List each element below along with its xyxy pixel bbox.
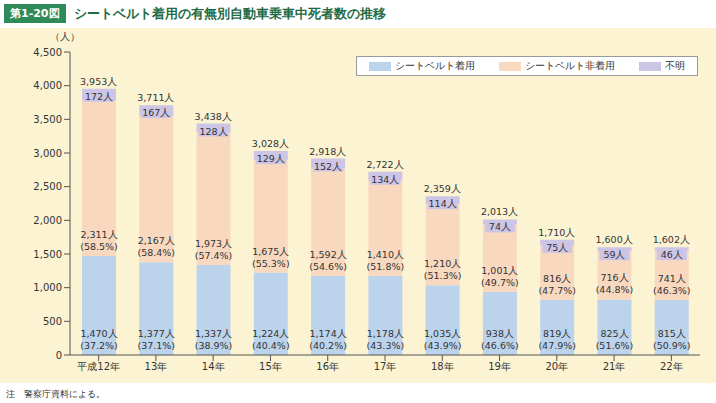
svg-text:3,711人: 3,711人 [137, 92, 174, 103]
svg-text:46人: 46人 [661, 249, 683, 260]
svg-text:819人: 819人 [543, 328, 571, 339]
svg-text:1,224人: 1,224人 [252, 328, 289, 339]
svg-text:3,000: 3,000 [33, 148, 62, 159]
svg-text:(51.6%): (51.6%) [596, 340, 634, 351]
svg-text:152人: 152人 [314, 161, 342, 172]
svg-text:平成12年: 平成12年 [77, 361, 120, 372]
html-text:注 警察庁資料による。: 注 警察庁資料による。 [6, 389, 105, 399]
svg-text:1,001人: 1,001人 [481, 265, 518, 276]
svg-text:741人: 741人 [658, 273, 686, 284]
svg-text:938人: 938人 [486, 328, 514, 339]
svg-text:1,470人: 1,470人 [80, 328, 117, 339]
svg-text:1,592人: 1,592人 [309, 249, 346, 260]
svg-text:(51.8%): (51.8%) [367, 261, 405, 272]
svg-text:(46.3%): (46.3%) [653, 285, 691, 296]
svg-text:0: 0 [56, 350, 62, 361]
svg-text:16年: 16年 [316, 361, 339, 372]
svg-text:1,035人: 1,035人 [424, 328, 461, 339]
svg-text:2,359人: 2,359人 [424, 183, 461, 194]
svg-text:1,000: 1,000 [33, 282, 62, 293]
html-text:不明: 不明 [665, 60, 685, 71]
svg-text:(51.3%): (51.3%) [424, 270, 462, 281]
svg-text:1,210人: 1,210人 [424, 258, 461, 269]
svg-text:(40.2%): (40.2%) [309, 340, 347, 351]
svg-text:(54.6%): (54.6%) [309, 261, 347, 272]
svg-text:(46.6%): (46.6%) [481, 340, 519, 351]
svg-text:75人: 75人 [546, 242, 568, 253]
svg-text:500: 500 [43, 316, 62, 327]
svg-text:(57.4%): (57.4%) [195, 250, 233, 261]
svg-text:1,600人: 1,600人 [595, 234, 632, 245]
svg-text:(47.7%): (47.7%) [538, 285, 576, 296]
svg-text:19年: 19年 [488, 361, 511, 372]
svg-text:(37.2%): (37.2%) [80, 340, 118, 351]
svg-text:4,500: 4,500 [33, 47, 62, 58]
html-text:シートベルト着用: シートベルト着用 [395, 60, 475, 71]
svg-text:4,000: 4,000 [33, 80, 62, 91]
svg-text:(37.1%): (37.1%) [137, 340, 175, 351]
svg-text:134人: 134人 [371, 174, 399, 185]
svg-text:(47.9%): (47.9%) [538, 340, 576, 351]
svg-text:129人: 129人 [257, 153, 285, 164]
svg-text:1,675人: 1,675人 [252, 246, 289, 257]
svg-text:3,953人: 3,953人 [80, 76, 117, 87]
svg-text:1,410人: 1,410人 [367, 249, 404, 260]
svg-text:114人: 114人 [429, 198, 457, 209]
svg-text:1,973人: 1,973人 [195, 238, 232, 249]
svg-text:1,500: 1,500 [33, 249, 62, 260]
svg-text:2,167人: 2,167人 [138, 235, 175, 246]
svg-text:14年: 14年 [202, 361, 225, 372]
svg-text:13年: 13年 [145, 361, 168, 372]
svg-text:825人: 825人 [600, 328, 628, 339]
svg-text:2,722人: 2,722人 [366, 159, 403, 170]
html-text:シートベルト着用の有無別自動車乗車中死者数の推移: シートベルト着用の有無別自動車乗車中死者数の推移 [73, 5, 386, 21]
svg-text:(58.4%): (58.4%) [137, 247, 175, 258]
svg-text:3,028人: 3,028人 [252, 138, 289, 149]
svg-text:1,602人: 1,602人 [653, 234, 690, 245]
svg-text:172人: 172人 [85, 91, 113, 102]
svg-text:22年: 22年 [660, 361, 683, 372]
svg-text:21年: 21年 [603, 361, 626, 372]
svg-text:1,178人: 1,178人 [367, 328, 404, 339]
svg-text:15年: 15年 [259, 361, 282, 372]
svg-text:(49.7%): (49.7%) [481, 277, 519, 288]
svg-text:(38.9%): (38.9%) [195, 340, 233, 351]
svg-text:3,438人: 3,438人 [195, 111, 232, 122]
svg-text:816人: 816人 [543, 273, 571, 284]
svg-text:716人: 716人 [600, 272, 628, 283]
svg-text:2,000: 2,000 [33, 215, 62, 226]
svg-text:18年: 18年 [431, 361, 454, 372]
svg-text:(50.9%): (50.9%) [653, 340, 691, 351]
html-text:（人）: （人） [50, 31, 80, 42]
svg-text:815人: 815人 [658, 328, 686, 339]
svg-text:2,013人: 2,013人 [481, 206, 518, 217]
svg-text:1,710人: 1,710人 [538, 227, 575, 238]
svg-text:17年: 17年 [374, 361, 397, 372]
svg-text:20年: 20年 [545, 361, 568, 372]
html-text:第1-20図: 第1-20図 [10, 7, 60, 20]
svg-text:1,174人: 1,174人 [309, 328, 346, 339]
svg-text:(44.8%): (44.8%) [596, 284, 634, 295]
svg-text:1,377人: 1,377人 [138, 328, 175, 339]
svg-text:167人: 167人 [142, 107, 170, 118]
svg-text:(58.5%): (58.5%) [80, 241, 118, 252]
svg-text:128人: 128人 [199, 126, 227, 137]
svg-text:2,311人: 2,311人 [80, 229, 117, 240]
svg-text:(40.4%): (40.4%) [252, 340, 290, 351]
svg-text:(43.9%): (43.9%) [424, 340, 462, 351]
svg-text:1,337人: 1,337人 [195, 328, 232, 339]
svg-text:(55.3%): (55.3%) [252, 258, 290, 269]
svg-text:(43.3%): (43.3%) [367, 340, 405, 351]
svg-text:2,500: 2,500 [33, 181, 62, 192]
html-text:シートベルト非着用: シートベルト非着用 [525, 60, 615, 71]
svg-text:3,500: 3,500 [33, 114, 62, 125]
svg-text:74人: 74人 [489, 221, 511, 232]
svg-text:2,918人: 2,918人 [309, 146, 346, 157]
svg-text:59人: 59人 [603, 249, 625, 260]
